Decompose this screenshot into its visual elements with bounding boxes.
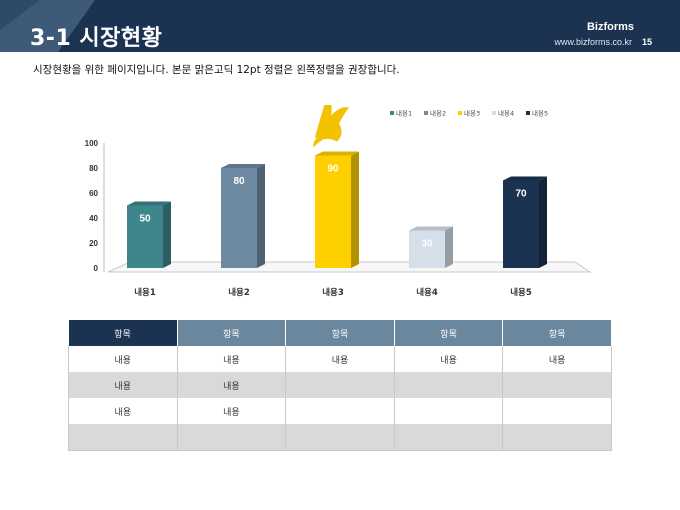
bar-top bbox=[221, 164, 265, 168]
bar-top bbox=[503, 176, 547, 181]
x-tick-label: 내용3 bbox=[322, 287, 344, 298]
table-cell bbox=[285, 424, 395, 451]
dove-icon bbox=[313, 105, 349, 148]
bar-side bbox=[257, 164, 265, 268]
bar bbox=[409, 230, 445, 268]
table-cell: 내용 bbox=[393, 346, 504, 372]
bar-chart: 0 20 40 60 80 100 50 내용1 80 내용2 90 내용3 30 내용4 70 내용5 내용1… bbox=[85, 105, 592, 298]
table-header-cell: 항목 bbox=[285, 320, 395, 346]
bar-top bbox=[127, 201, 171, 206]
data-label: 30 bbox=[421, 239, 433, 250]
table-cell: 내용 bbox=[68, 372, 178, 398]
header-bar: 3-1 시장현황 Bizforms www.bizforms.co.kr 15 bbox=[0, 0, 680, 52]
table-cell: 내용 bbox=[502, 346, 612, 372]
bar bbox=[315, 155, 351, 268]
data-label: 80 bbox=[233, 176, 245, 187]
y-tick-label: 0 bbox=[94, 264, 99, 273]
bar-side bbox=[163, 201, 171, 268]
table-cell bbox=[176, 424, 287, 451]
legend-swatch bbox=[492, 111, 496, 115]
bar-top bbox=[409, 226, 453, 231]
bar bbox=[127, 205, 163, 268]
y-tick-label: 100 bbox=[85, 139, 99, 148]
table-cell: 내용 bbox=[176, 372, 287, 398]
bar-side bbox=[351, 151, 359, 268]
y-tick-label: 60 bbox=[89, 189, 98, 198]
table-cell bbox=[393, 372, 504, 398]
page-number: 15 bbox=[641, 37, 652, 47]
table-header-cell: 항목 bbox=[177, 320, 287, 346]
table-cell: 내용 bbox=[68, 398, 178, 424]
header-decoration bbox=[0, 0, 95, 52]
y-tick-label: 20 bbox=[89, 239, 98, 248]
legend-label: 내용4 bbox=[498, 109, 514, 118]
data-label: 90 bbox=[327, 164, 339, 175]
intro-text: 시장현황을 위한 페이지입니다. 본문 맑은고딕 12pt 정렬은 왼쪽정렬을 … bbox=[33, 64, 400, 76]
data-label: 70 bbox=[515, 189, 527, 200]
table-cell: 내용 bbox=[68, 346, 178, 372]
table-row: 내용 내용 bbox=[68, 372, 612, 398]
legend-swatch bbox=[458, 111, 462, 115]
bar bbox=[503, 180, 539, 268]
y-tick-label: 80 bbox=[89, 164, 98, 173]
legend-label: 내용5 bbox=[532, 109, 548, 118]
table-cell bbox=[502, 424, 612, 451]
legend-label: 내용2 bbox=[430, 109, 446, 118]
table-cell bbox=[68, 424, 178, 451]
brand-url[interactable]: www.bizforms.co.kr bbox=[554, 37, 632, 47]
legend-label: 내용3 bbox=[464, 109, 480, 118]
table-cell bbox=[393, 424, 504, 451]
table-row bbox=[68, 424, 612, 451]
bar-side bbox=[445, 226, 453, 268]
table-header-cell: 항목 bbox=[68, 320, 178, 346]
table-header-cell: 항목 bbox=[502, 320, 612, 346]
legend-label: 내용1 bbox=[396, 109, 412, 118]
x-tick-label: 내용4 bbox=[416, 287, 438, 298]
table-cell bbox=[285, 398, 395, 424]
bar-side bbox=[539, 176, 547, 268]
legend-swatch bbox=[390, 111, 394, 115]
content-table: 항목 항목 항목 항목 항목 내용 내용 내용 내용 내용 내용 내용 내용 내… bbox=[68, 320, 612, 451]
table-cell bbox=[502, 398, 612, 424]
bar bbox=[221, 168, 257, 268]
x-tick-label: 내용1 bbox=[134, 287, 156, 298]
x-tick-label: 내용5 bbox=[510, 287, 532, 298]
brand-name[interactable]: Bizforms bbox=[586, 21, 634, 33]
data-label: 50 bbox=[139, 214, 151, 225]
legend-swatch bbox=[424, 111, 428, 115]
table-cell: 내용 bbox=[285, 346, 395, 372]
table-cell bbox=[393, 398, 504, 424]
table-cell: 내용 bbox=[176, 398, 287, 424]
legend-swatch bbox=[526, 111, 530, 115]
bar-top bbox=[315, 151, 359, 156]
table-row: 내용 내용 내용 내용 내용 bbox=[68, 346, 612, 372]
x-tick-label: 내용2 bbox=[228, 287, 250, 298]
y-tick-label: 40 bbox=[89, 214, 98, 223]
table-header-cell: 항목 bbox=[394, 320, 504, 346]
table-cell bbox=[502, 372, 612, 398]
table-cell bbox=[285, 372, 395, 398]
page-title: 3-1 시장현황 bbox=[30, 26, 163, 51]
table-row: 내용 내용 bbox=[68, 398, 612, 424]
table-cell: 내용 bbox=[176, 346, 287, 372]
